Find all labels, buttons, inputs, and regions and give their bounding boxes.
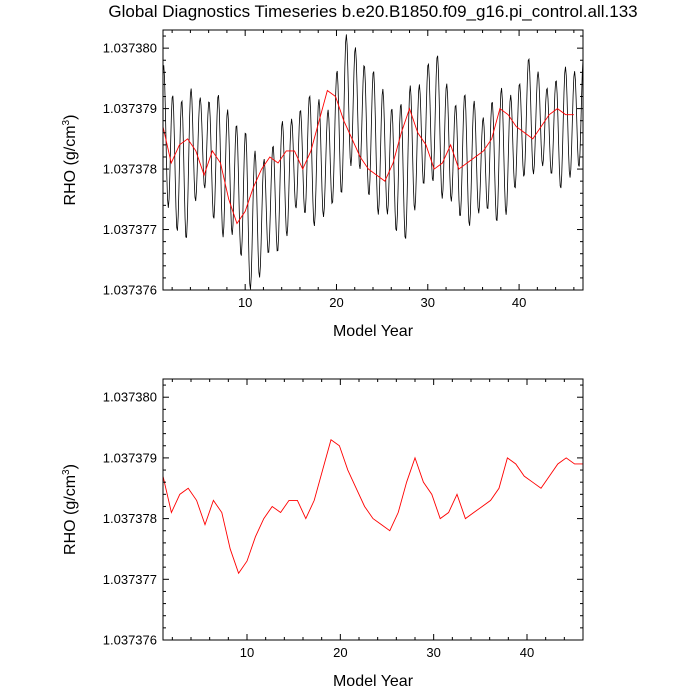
x-tick-label: 40 xyxy=(512,295,526,310)
x-axis-title: Model Year xyxy=(333,673,414,690)
y-tick-label: 1.037378 xyxy=(103,511,157,526)
plot-frame xyxy=(162,378,584,641)
y-axis-title-suffix: ) xyxy=(62,464,79,469)
bottom-panel: 10 20 30 40 1.037376 1.037377 1.037378 1.037379… xyxy=(61,378,584,690)
annual-mean-series-line xyxy=(163,438,583,575)
y-axis-title-superscript: 3 xyxy=(61,469,72,475)
y-tick-label: 1.037377 xyxy=(103,222,157,237)
x-tick-label: 20 xyxy=(329,295,343,310)
y-tick-label: 1.037379 xyxy=(103,101,157,116)
x-tick-label: 20 xyxy=(333,645,347,660)
top-panel: 10 20 30 40 1.037376 1.037377 1.037378 1.037379… xyxy=(61,29,584,340)
y-tick-label: 1.037380 xyxy=(103,41,157,56)
y-tick-label: 1.037379 xyxy=(103,450,157,465)
x-tick-label: 10 xyxy=(240,645,254,660)
y-axis-title-main: RHO (g/cm xyxy=(62,125,79,205)
x-tick-label: 40 xyxy=(520,645,534,660)
x-tick-label: 30 xyxy=(421,295,435,310)
y-axis-title-suffix: ) xyxy=(62,115,79,120)
y-tick-label: 1.037378 xyxy=(103,162,157,177)
y-tick-label: 1.037376 xyxy=(103,283,157,298)
x-tick-label: 10 xyxy=(238,295,252,310)
y-axis-title: RHO (g/cm3) xyxy=(61,464,79,555)
x-axis-title: Model Year xyxy=(333,323,414,340)
y-axis-title: RHO (g/cm3) xyxy=(61,115,79,206)
y-tick-label: 1.037380 xyxy=(103,390,157,405)
chart-title: Global Diagnostics Timeseries b.e20.B185… xyxy=(108,2,637,21)
x-tick-label: 30 xyxy=(426,645,440,660)
y-tick-label: 1.037376 xyxy=(103,633,157,648)
y-axis-title-main: RHO (g/cm xyxy=(62,475,79,555)
plot-area xyxy=(163,34,583,290)
monthly-series-line xyxy=(163,34,583,290)
plot-area xyxy=(163,438,583,575)
y-tick-label: 1.037377 xyxy=(103,572,157,587)
annual-mean-series-line xyxy=(163,89,574,225)
y-axis-title-superscript: 3 xyxy=(61,119,72,125)
